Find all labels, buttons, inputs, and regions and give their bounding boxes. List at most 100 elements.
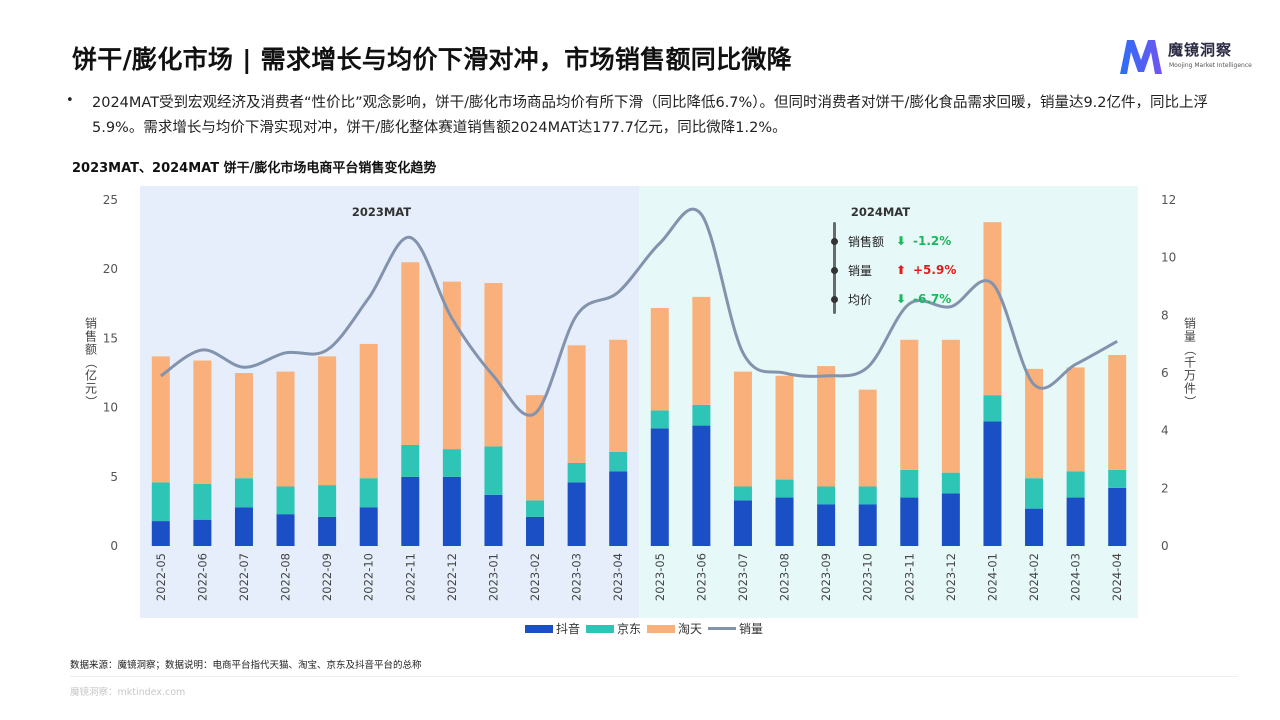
x-tick-label: 2022-05 (154, 553, 168, 601)
bar-segment-0 (1066, 497, 1085, 546)
bar-segment-1 (442, 449, 461, 477)
right-axis-title-char: ） (1183, 395, 1197, 407)
bar-segment-0 (151, 521, 170, 546)
bar-segment-0 (567, 482, 586, 546)
bar-segment-0 (692, 425, 711, 546)
bullet-dot: • (66, 93, 74, 108)
bar-segment-1 (1025, 478, 1044, 509)
legend-swatch (525, 624, 553, 633)
bar-segment-1 (983, 395, 1002, 422)
bar-segment-1 (234, 478, 253, 508)
bar-segment-2 (276, 371, 295, 487)
yoy-annotation: 销售额 ⬇ -1.2% 销量 ⬆ +5.9% 均价 ⬇ -6.7% (831, 222, 972, 314)
annotation-label: 销量 (848, 263, 873, 278)
right-axis-title-char: 销 (1184, 317, 1196, 331)
bar-segment-0 (193, 519, 212, 546)
bar-segment-1 (276, 486, 295, 515)
bar-segment-1 (359, 478, 378, 508)
left-axis-title-char: 元 (85, 382, 97, 396)
arrow-down-icon: ⬇ (896, 292, 907, 306)
x-tick-label: 2023-04 (611, 553, 625, 601)
logo-name: 魔镜洞察 (1168, 41, 1233, 59)
x-tick-label: 2023-10 (861, 553, 875, 601)
bar-segment-1 (567, 462, 586, 483)
sales-volume-line (159, 207, 1118, 417)
annotation-value: -6.7% (913, 292, 952, 306)
legend-item: 京东 (586, 620, 641, 637)
bar-segment-2 (526, 395, 545, 501)
summary-text: 2024MAT受到宏观经济及消费者“性价比”观念影响，饼干/膨化市场商品均价有所… (92, 95, 1208, 136)
bar-segment-1 (526, 500, 545, 517)
bar-segment-2 (1066, 367, 1085, 472)
x-tick-label: 2024-02 (1027, 553, 1041, 601)
right-axis-tick: 2 (1161, 481, 1169, 495)
right-axis-title-char: 件 (1184, 382, 1196, 396)
bar-segment-2 (484, 283, 503, 447)
left-axis-tick: 25 (103, 193, 118, 207)
legend-label: 销量 (739, 622, 764, 636)
x-tick-label: 2022-10 (362, 553, 376, 601)
bar-segment-1 (858, 486, 877, 505)
left-axis-tick: 0 (110, 539, 118, 553)
bar-segment-1 (318, 485, 337, 517)
left-axis-title-char: 售 (85, 329, 97, 344)
annotation-dot (831, 237, 838, 245)
bar-segment-2 (900, 339, 919, 470)
brand-logo: 魔镜洞察 Moojing Market Intelligence (1118, 38, 1252, 78)
legend-label: 京东 (617, 622, 642, 636)
right-axis-title-char: 量 (1184, 330, 1196, 344)
bar-segment-1 (401, 444, 420, 477)
bar-segment-0 (941, 493, 960, 546)
x-tick-label: 2023-01 (486, 553, 500, 601)
bar-segment-1 (733, 486, 752, 501)
bar-segment-2 (359, 343, 378, 479)
left-axis-title-char: （ (84, 356, 98, 368)
left-axis-tick: 20 (103, 262, 118, 276)
x-tick-label: 2023-12 (944, 553, 958, 601)
legend-swatch (586, 624, 615, 633)
left-axis-tick: 15 (103, 331, 118, 345)
bar-segment-2 (817, 366, 836, 487)
legend-label: 抖音 (556, 622, 581, 636)
arrow-up-icon: ⬆ (896, 263, 907, 277)
right-axis-title-char: 万 (1184, 369, 1196, 383)
x-tick-label: 2023-03 (570, 553, 584, 601)
right-axis-tick: 10 (1161, 251, 1176, 265)
legend-item: 抖音 (525, 620, 580, 637)
x-tick-label: 2022-12 (445, 553, 459, 601)
annotation-dot (831, 295, 838, 303)
bar-segment-1 (941, 472, 960, 494)
legend-item: 销量 (708, 620, 763, 637)
bar-segment-0 (526, 516, 545, 546)
x-tick-label: 2024-03 (1069, 553, 1083, 601)
right-axis-tick: 12 (1161, 193, 1176, 207)
x-tick-label: 2022-11 (403, 553, 417, 601)
x-tick-label: 2023-06 (694, 553, 708, 601)
bar-segment-0 (733, 500, 752, 546)
x-tick-label: 2023-02 (528, 553, 542, 601)
bar-segment-2 (318, 356, 337, 486)
period-label: 2024MAT (851, 205, 910, 219)
annotation-value: +5.9% (913, 263, 957, 277)
bar-segment-1 (1066, 471, 1085, 498)
x-tick-label: 2022-07 (237, 553, 251, 601)
bar-segment-2 (234, 373, 253, 479)
period-background-1 (639, 186, 1138, 618)
bar-segment-1 (817, 486, 836, 505)
right-axis-title-char: （ (1183, 343, 1197, 355)
bar-segment-0 (609, 471, 628, 546)
x-tick-label: 2022-09 (320, 553, 334, 601)
left-axis-title-char: 亿 (85, 368, 97, 383)
bar-segment-1 (193, 483, 212, 520)
right-axis-title-char: 千 (1184, 356, 1196, 370)
left-axis-title-char: ） (84, 395, 98, 407)
bar-segment-0 (1108, 487, 1127, 546)
bar-segment-2 (692, 296, 711, 405)
bar-segment-2 (193, 360, 212, 484)
left-axis-title-char: 额 (85, 343, 97, 357)
bar-segment-0 (1025, 508, 1044, 546)
bar-segment-0 (858, 504, 877, 546)
bar-segment-1 (1108, 469, 1127, 488)
bar-segment-1 (775, 479, 794, 498)
annotation-label: 销售额 (848, 234, 885, 249)
